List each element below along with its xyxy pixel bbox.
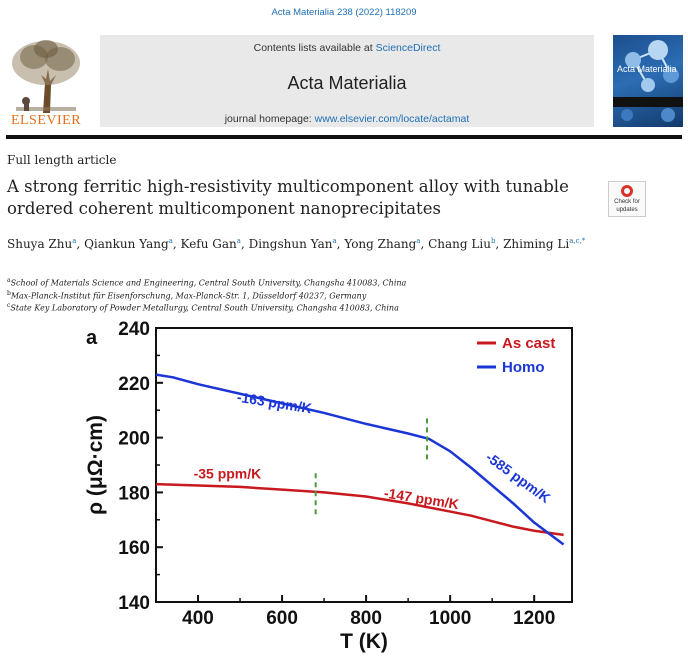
x-tick-label: 1000 bbox=[429, 608, 471, 629]
author-affiliation-mark[interactable]: a bbox=[416, 237, 421, 245]
slope-annotation: -163 ppm/K bbox=[236, 389, 313, 417]
header-divider bbox=[6, 135, 682, 139]
elsevier-tree-icon bbox=[6, 35, 86, 115]
affiliation-text: Max-Planck-Institut für Eisenforschung, … bbox=[10, 291, 367, 301]
slope-annotation: -35 ppm/K bbox=[194, 466, 262, 482]
author-affiliation-mark[interactable]: b bbox=[490, 237, 496, 245]
slope-annotation: -585 ppm/K bbox=[483, 449, 553, 506]
y-tick-label: 200 bbox=[118, 429, 150, 450]
author-name[interactable]: Dingshun Yan bbox=[248, 237, 333, 251]
author-name[interactable]: Zhiming Li bbox=[503, 237, 570, 251]
x-tick-label: 1200 bbox=[513, 608, 555, 629]
affiliation-list: aSchool of Materials Science and Enginee… bbox=[7, 276, 607, 314]
journal-header: ELSEVIER Contents lists available at Sci… bbox=[6, 35, 683, 131]
author-name[interactable]: Yong Zhang bbox=[344, 237, 417, 251]
update-check-icon bbox=[621, 185, 633, 197]
homepage-line: journal homepage: www.elsevier.com/locat… bbox=[100, 113, 594, 125]
journal-cover[interactable]: Acta Materialia bbox=[613, 35, 683, 127]
contents-prefix: Contents lists available at bbox=[253, 42, 373, 54]
author-name[interactable]: Chang Liu bbox=[428, 237, 491, 251]
cover-molecule-icon bbox=[621, 40, 679, 122]
panel-label: a bbox=[86, 327, 98, 349]
legend-label: As cast bbox=[502, 335, 555, 352]
affiliation-item: bMax-Planck-Institut für Eisenforschung,… bbox=[7, 289, 607, 302]
badge-line-2: updates bbox=[616, 207, 638, 213]
elsevier-logo: ELSEVIER bbox=[6, 35, 86, 131]
badge-line-1: Check for bbox=[614, 199, 640, 205]
x-tick-label: 600 bbox=[266, 608, 298, 629]
cover-bar bbox=[613, 97, 683, 107]
series-line bbox=[155, 482, 564, 537]
affiliation-text: State Key Laboratory of Powder Metallurg… bbox=[10, 303, 399, 313]
author-name[interactable]: Qiankun Yang bbox=[84, 237, 169, 251]
y-axis-label: ρ (μΩ·cm) bbox=[84, 415, 107, 515]
contents-line: Contents lists available at ScienceDirec… bbox=[100, 42, 594, 54]
sciencedirect-link[interactable]: ScienceDirect bbox=[375, 42, 441, 54]
affiliation-key: a bbox=[7, 277, 11, 284]
affiliation-text: School of Materials Science and Engineer… bbox=[10, 278, 407, 288]
x-axis-label: T (K) bbox=[340, 630, 388, 653]
series-line bbox=[155, 373, 565, 546]
author-affiliation-mark[interactable]: a bbox=[168, 237, 173, 245]
author-affiliation-mark[interactable]: a bbox=[332, 237, 337, 245]
resistivity-chart-svg: 400 600 800 1000 1200 140 160 180 200 220 240 T (K)… bbox=[84, 319, 573, 653]
y-tick-label: 160 bbox=[118, 538, 150, 559]
x-tick-label: 400 bbox=[182, 608, 214, 629]
y-tick-label: 180 bbox=[118, 483, 150, 504]
legend-label: Homo bbox=[502, 359, 545, 376]
x-tick-label: 800 bbox=[350, 608, 382, 629]
affiliation-item: cState Key Laboratory of Powder Metallur… bbox=[7, 301, 607, 314]
affiliation-key: c bbox=[7, 302, 11, 310]
affiliation-key: b bbox=[7, 289, 11, 297]
article-title: A strong ferritic high-resistivity multi… bbox=[7, 177, 569, 218]
affiliation-item: aSchool of Materials Science and Enginee… bbox=[7, 276, 607, 289]
author-name[interactable]: Kefu Gan bbox=[180, 237, 237, 251]
y-tick-label: 220 bbox=[118, 374, 150, 395]
slope-annotation: -147 ppm/K bbox=[383, 485, 460, 513]
author-name[interactable]: Shuya Zhu bbox=[7, 237, 73, 251]
resistivity-chart: 400 600 800 1000 1200 140 160 180 200 220 240 T (K)… bbox=[82, 316, 582, 653]
author-affiliation-mark[interactable]: a bbox=[72, 237, 77, 245]
journal-title: Acta Materialia bbox=[287, 73, 407, 93]
journal-citation: Acta Materialia 238 (2022) 118209 bbox=[271, 7, 417, 18]
y-tick-label: 240 bbox=[118, 319, 150, 340]
author-affiliation-mark[interactable]: a bbox=[236, 237, 241, 245]
y-tick-label: 140 bbox=[118, 593, 150, 614]
author-affiliation-mark[interactable]: a,c,* bbox=[569, 237, 586, 245]
article-type: Full length article bbox=[7, 153, 117, 167]
homepage-prefix: journal homepage: bbox=[224, 113, 312, 125]
cover-title: Acta Materialia bbox=[617, 64, 677, 74]
author-list: Shuya Zhua, Qiankun Yanga, Kefu Gana, Di… bbox=[7, 237, 586, 251]
elsevier-wordmark: ELSEVIER bbox=[10, 113, 82, 128]
check-for-updates-badge[interactable]: Check for updates bbox=[608, 181, 646, 217]
journal-homepage-link[interactable]: www.elsevier.com/locate/actamat bbox=[314, 113, 470, 125]
journal-masthead: Contents lists available at ScienceDirec… bbox=[100, 35, 594, 127]
